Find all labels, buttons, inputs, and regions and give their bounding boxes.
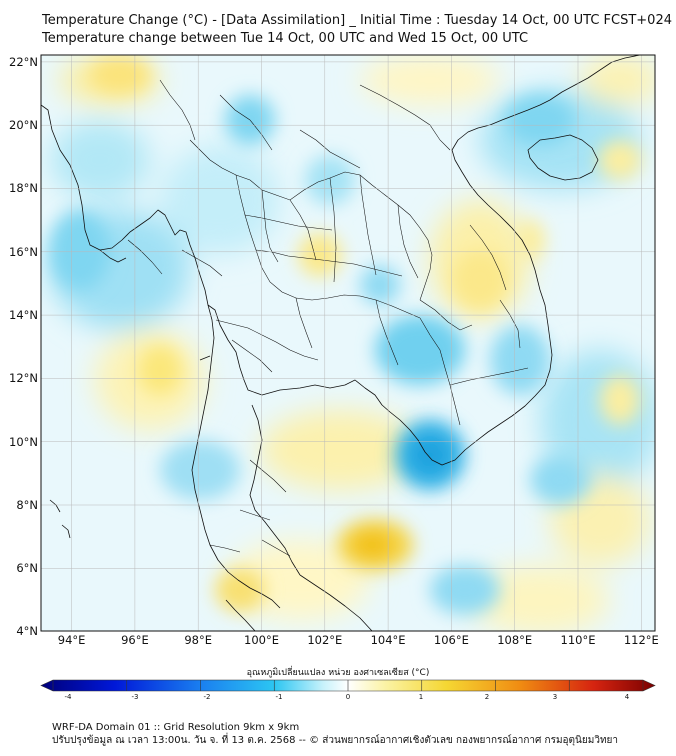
lat-label: 20°N	[9, 118, 38, 132]
longitude-labels: 94°E 96°E 98°E 100°E 102°E 104°E 106°E 1…	[58, 633, 659, 647]
lon-label: 112°E	[624, 633, 659, 647]
lat-label: 8°N	[16, 498, 38, 512]
internal-boundaries	[127, 79, 529, 557]
footer-line-2: ปรับปรุงข้อมูล ณ เวลา 13:00น. วัน จ. ที่…	[52, 735, 619, 746]
lon-label: 104°E	[371, 633, 406, 647]
footer: WRF-DA Domain 01 :: Grid Resolution 9km …	[52, 721, 618, 747]
colorbar-tick-label: -2	[204, 693, 211, 701]
footer-line-1: WRF-DA Domain 01 :: Grid Resolution 9km …	[52, 722, 300, 733]
colorbar-tick-label: 3	[553, 693, 557, 701]
colorbar-ticks	[52, 680, 644, 691]
colorbar-label: อุณหภูมิเปลี่ยนแปลง หน่วย องศาเซลเซียส (…	[246, 668, 430, 678]
lon-label: 100°E	[244, 633, 279, 647]
lat-label: 10°N	[9, 435, 38, 449]
latitude-labels: 4°N 6°N 8°N 10°N 12°N 14°N 16°N 18°N 20°…	[9, 55, 38, 638]
lat-label: 12°N	[9, 371, 38, 385]
colorbar: -4 -3 -2 -1 0 1 2 3 4	[40, 679, 656, 701]
colorbar-tick-label: 1	[419, 693, 423, 701]
title-line-2: Temperature change between Tue 14 Oct, 0…	[42, 31, 529, 46]
lon-label: 108°E	[497, 633, 532, 647]
colorbar-tick-label: 0	[346, 693, 350, 701]
lat-label: 16°N	[9, 245, 38, 259]
colorbar-tick-label: 4	[625, 693, 630, 701]
lat-label: 14°N	[9, 308, 38, 322]
lon-label: 94°E	[58, 633, 86, 647]
temperature-field	[41, 55, 655, 631]
lon-label: 98°E	[184, 633, 212, 647]
colorbar-tick-label: 2	[485, 693, 489, 701]
lat-label: 22°N	[9, 55, 38, 69]
title-line-1: Temperature Change (°C) - [Data Assimila…	[42, 13, 672, 28]
lat-label: 4°N	[16, 624, 38, 638]
lat-label: 6°N	[16, 561, 38, 575]
map-gridlines	[41, 55, 655, 631]
colorbar-tick-label: -4	[65, 693, 73, 701]
colorbar-tick-label: -3	[132, 693, 139, 701]
lat-label: 18°N	[9, 181, 38, 195]
map-frame	[40, 54, 656, 632]
lon-label: 96°E	[121, 633, 149, 647]
colorbar-tick-label: -1	[276, 693, 283, 701]
lon-label: 110°E	[561, 633, 596, 647]
lon-label: 106°E	[434, 633, 469, 647]
map-title: Temperature Change (°C) - [Data Assimila…	[42, 12, 672, 48]
lon-label: 102°E	[307, 633, 342, 647]
